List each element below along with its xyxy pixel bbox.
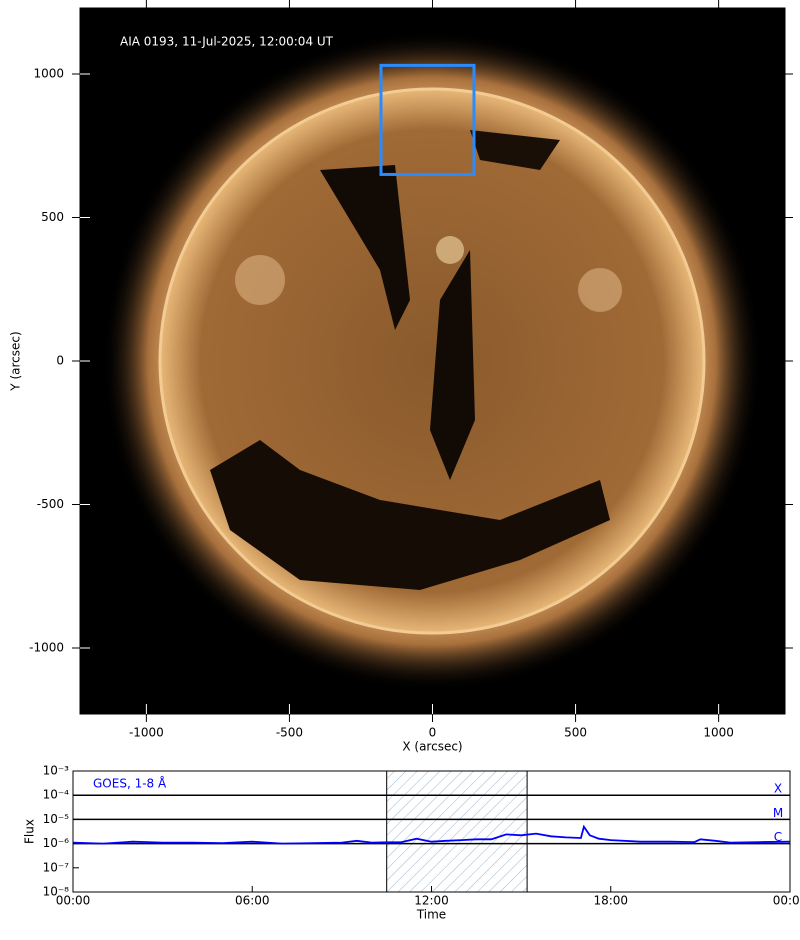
x-tick-label: -1000 [129, 726, 164, 740]
x-tick-label: 1000 [703, 726, 734, 740]
flare-level-label: M [773, 806, 783, 820]
highlight-window [386, 770, 528, 893]
x-tick-label: 06:00 [235, 894, 270, 908]
y-tick-label: 10⁻⁸ [43, 885, 70, 899]
x-axis-label: X (arcsec) [402, 740, 462, 754]
y-tick-label: 0 [56, 354, 64, 368]
flux-line [72, 824, 791, 845]
region-box [379, 63, 476, 176]
x-tick-label: 12:00 [414, 894, 449, 908]
y-tick-label: 10⁻⁴ [43, 788, 70, 802]
x-tick-label: 00:00 [56, 894, 91, 908]
x-axis-label: Time [416, 908, 446, 922]
x-tick-label: 18:00 [593, 894, 628, 908]
y-tick-label: 1000 [33, 67, 64, 81]
y-tick-label: 10⁻³ [43, 764, 70, 778]
sun [102, 31, 762, 691]
y-tick-label: -500 [37, 497, 64, 511]
image-title: AIA 0193, 11-Jul-2025, 12:00:04 UT [120, 35, 334, 49]
y-tick-label: 10⁻⁵ [43, 812, 70, 826]
x-tick-label: 00:00 [773, 894, 800, 908]
x-tick-label: 0 [429, 726, 437, 740]
y-tick-label: 10⁻⁷ [43, 860, 70, 874]
chart-title: GOES, 1-8 Å [93, 776, 167, 791]
flare-level-label: C [774, 830, 782, 844]
y-axis-label: Flux [23, 819, 37, 844]
y-tick-label: -1000 [29, 640, 64, 654]
y-tick-label: 10⁻⁶ [43, 836, 70, 850]
x-tick-label: -500 [276, 726, 303, 740]
flare-level-label: X [774, 782, 782, 796]
y-axis-label: Y (arcsec) [9, 331, 23, 391]
y-tick-label: 500 [41, 210, 64, 224]
x-tick-label: 500 [564, 726, 587, 740]
